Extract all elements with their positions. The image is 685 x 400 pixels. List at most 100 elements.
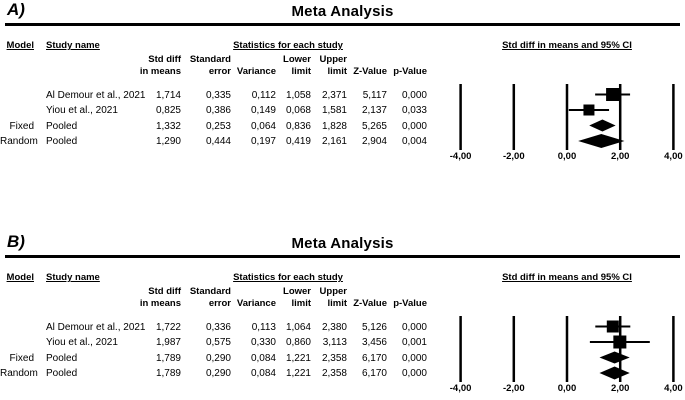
axis-tick-label: -2,00 — [502, 383, 525, 394]
panel-a-label: A) — [7, 0, 25, 19]
stat-column-label: limit — [291, 298, 311, 309]
cell-study-name: Yiou et al., 2021 — [46, 105, 118, 116]
subheader-line: Std diff Standard Lower Upper — [0, 286, 685, 298]
stat-column-label: Z-Value — [353, 298, 387, 309]
stat-column-label: Variance — [236, 298, 276, 309]
cell-value: 0,113 — [251, 321, 276, 333]
title-rule — [5, 23, 680, 26]
axis-tick-label: 0,00 — [557, 383, 577, 394]
panel-b-title: Meta Analysis — [291, 235, 394, 252]
forest-diamond-marker — [599, 366, 630, 380]
table-row: Yiou et al., 2021 1,987 0,575 0,330 0,860 3,1… — [0, 335, 685, 351]
cell-value: 0,000 — [401, 368, 427, 379]
cell-value: 0,253 — [205, 120, 231, 132]
cell-value: 0,290 — [205, 368, 231, 379]
stat-column-label: Std diff — [148, 286, 181, 297]
cell-value: 3,456 — [361, 337, 387, 348]
forest-plot — [459, 316, 675, 382]
forest-square-marker — [583, 104, 595, 116]
stat-column-label: error — [208, 298, 231, 309]
stat-column-label: limit — [291, 66, 311, 77]
stat-column-label: p-Value — [393, 66, 427, 77]
cell-value: 0,000 — [401, 352, 427, 364]
table-row: Yiou et al., 2021 0,825 0,386 0,149 0,068 1,5… — [0, 103, 685, 119]
forest-diamond-marker — [578, 134, 625, 148]
forest-diamond-marker — [599, 351, 630, 364]
cell-value: 1,290 — [155, 136, 181, 147]
cell-model: Fixed — [9, 352, 34, 364]
stat-column-label: Upper — [319, 54, 347, 65]
cell-value: 1,581 — [321, 105, 347, 116]
column-header-study-name: Study name — [46, 40, 100, 51]
column-header-study-name: Study name — [46, 272, 100, 283]
axis-tick-label: 0,00 — [557, 151, 577, 162]
cell-value: 0,290 — [205, 352, 231, 364]
stat-column-label: in means — [139, 66, 181, 77]
cell-study-name: Al Demour et al., 2021 — [46, 89, 146, 101]
cell-value: 1,722 — [155, 321, 181, 333]
cell-value: 0,336 — [205, 321, 231, 333]
column-group-forest-ci: Std diff in means and 95% CI — [502, 272, 632, 283]
forest-diamond-marker — [589, 119, 616, 132]
cell-value: 1,332 — [155, 120, 181, 132]
cell-value: 0,444 — [205, 136, 231, 147]
stat-column-label: limit — [327, 298, 347, 309]
axis-tick-label: -4,00 — [449, 383, 472, 394]
axis-tick-label: 4,00 — [664, 151, 683, 162]
cell-value: 0,836 — [285, 120, 311, 132]
cell-value: 0,000 — [401, 321, 427, 333]
stat-column-label: in means — [139, 298, 181, 309]
cell-study-name: Yiou et al., 2021 — [46, 337, 118, 348]
cell-value: 3,113 — [322, 337, 347, 348]
stat-column-label: Standard — [189, 286, 231, 297]
stat-column-label: Std diff — [148, 54, 181, 65]
cell-value: 1,789 — [155, 368, 181, 379]
cell-value: 1,221 — [285, 352, 311, 364]
stat-column-label: Upper — [319, 286, 347, 297]
stat-column-label: Standard — [189, 54, 231, 65]
cell-model: Random — [0, 136, 38, 147]
cell-study-name: Pooled — [46, 120, 78, 132]
column-group-statistics: Statistics for each study — [233, 272, 343, 283]
axis-tick-label: 2,00 — [610, 383, 630, 394]
table-row: Fixed Pooled 1,332 0,253 0,064 0,836 1,828 5,26… — [0, 119, 685, 135]
cell-value: 2,358 — [321, 368, 347, 379]
cell-value: 6,170 — [361, 352, 387, 364]
table-row: Random Pooled 1,789 0,290 0,084 1,221 2,358 6,1… — [0, 366, 685, 382]
subheader-line: in means error Variance limit limit Z-Value p-… — [0, 298, 685, 310]
cell-value: 1,221 — [285, 368, 311, 379]
table-row: Fixed Pooled 1,789 0,290 0,084 1,221 2,358 6,17… — [0, 351, 685, 367]
cell-value: 0,001 — [401, 337, 427, 348]
stat-column-label: limit — [327, 66, 347, 77]
cell-value: 0,084 — [250, 352, 276, 364]
cell-value: 0,575 — [205, 337, 231, 348]
stat-column-label: Variance — [236, 66, 276, 77]
table-row: Al Demour et al., 2021 1,714 0,335 0,112 1,0… — [0, 88, 685, 104]
panel-b-label: B) — [7, 232, 25, 251]
cell-value: 0,033 — [401, 105, 427, 116]
cell-value: 2,137 — [361, 105, 387, 116]
cell-value: 1,058 — [285, 89, 311, 101]
cell-value: 0,084 — [250, 368, 276, 379]
cell-value: 0,000 — [401, 120, 427, 132]
cell-model: Random — [0, 368, 38, 379]
cell-value: 0,419 — [285, 136, 311, 147]
cell-value: 0,330 — [250, 337, 276, 348]
cell-value: 0,860 — [285, 337, 311, 348]
panel-b: B) Meta Analysis Model Study name Statis… — [0, 232, 685, 400]
stat-column-label: Z-Value — [353, 66, 387, 77]
cell-value: 0,112 — [251, 89, 276, 101]
subheader-line: in means error Variance limit limit Z-Value p-… — [0, 66, 685, 78]
panel-a-title: Meta Analysis — [291, 3, 394, 20]
stat-column-label: p-Value — [393, 298, 427, 309]
cell-value: 5,126 — [361, 321, 387, 333]
forest-square-marker — [606, 88, 620, 101]
cell-value: 0,064 — [250, 120, 276, 132]
column-header-model: Model — [6, 40, 34, 51]
cell-value: 1,064 — [285, 321, 311, 333]
cell-value: 1,714 — [155, 89, 181, 101]
title-rule — [5, 255, 680, 258]
cell-value: 1,789 — [155, 352, 181, 364]
forest-square-marker — [613, 335, 627, 349]
